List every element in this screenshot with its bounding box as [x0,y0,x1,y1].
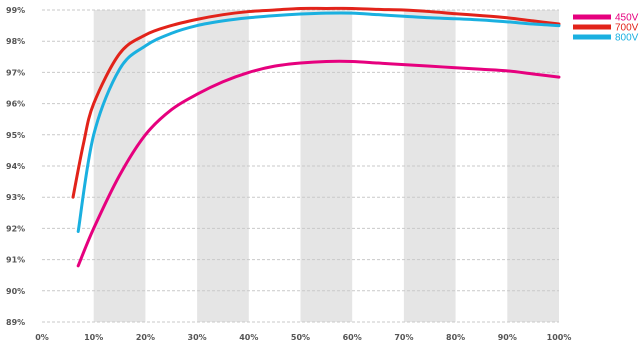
x-tick-label: 70% [394,333,413,342]
x-tick-label: 0% [35,333,49,342]
x-tick-label: 20% [136,333,155,342]
y-tick-label: 98% [6,37,25,46]
y-tick-label: 99% [6,6,25,15]
x-tick-label: 60% [343,333,362,342]
chart-gridlines [42,9,559,323]
y-tick-label: 96% [6,100,25,109]
x-tick-label: 10% [84,333,103,342]
x-tick-label: 50% [291,333,310,342]
chart-series-lines [71,6,561,268]
series-line-800v [76,11,561,234]
x-axis-ticks: 0% 10% 20% 30% 40% 50% 60% 70% 80% 90% 100% [35,333,571,342]
x-tick-label: 90% [498,333,517,342]
x-tick-label: 30% [188,333,207,342]
legend-label-800v: 800V [615,33,639,44]
x-tick-label: 80% [446,333,465,342]
x-tick-label: 100% [547,333,572,342]
y-axis-ticks: 89% 90% 91% 92% 93% 94% 95% 96% 97% 98% 99% [6,6,25,327]
y-tick-label: 94% [6,162,25,171]
y-tick-label: 90% [6,287,25,296]
legend-swatch-450v [573,14,611,20]
legend-label-450v: 450V [615,13,639,24]
legend-swatch-700v [573,24,611,30]
y-tick-label: 89% [6,318,25,327]
y-tick-label: 95% [6,131,25,140]
x-tick-label: 40% [239,333,258,342]
series-line-450v [76,59,561,268]
y-tick-label: 92% [6,224,25,233]
y-tick-label: 91% [6,256,25,265]
series-line-700v [71,6,561,199]
legend-swatch-800v [573,34,611,40]
y-tick-label: 97% [6,68,25,77]
legend-label-700v: 700V [615,23,639,34]
y-tick-label: 93% [6,193,25,202]
